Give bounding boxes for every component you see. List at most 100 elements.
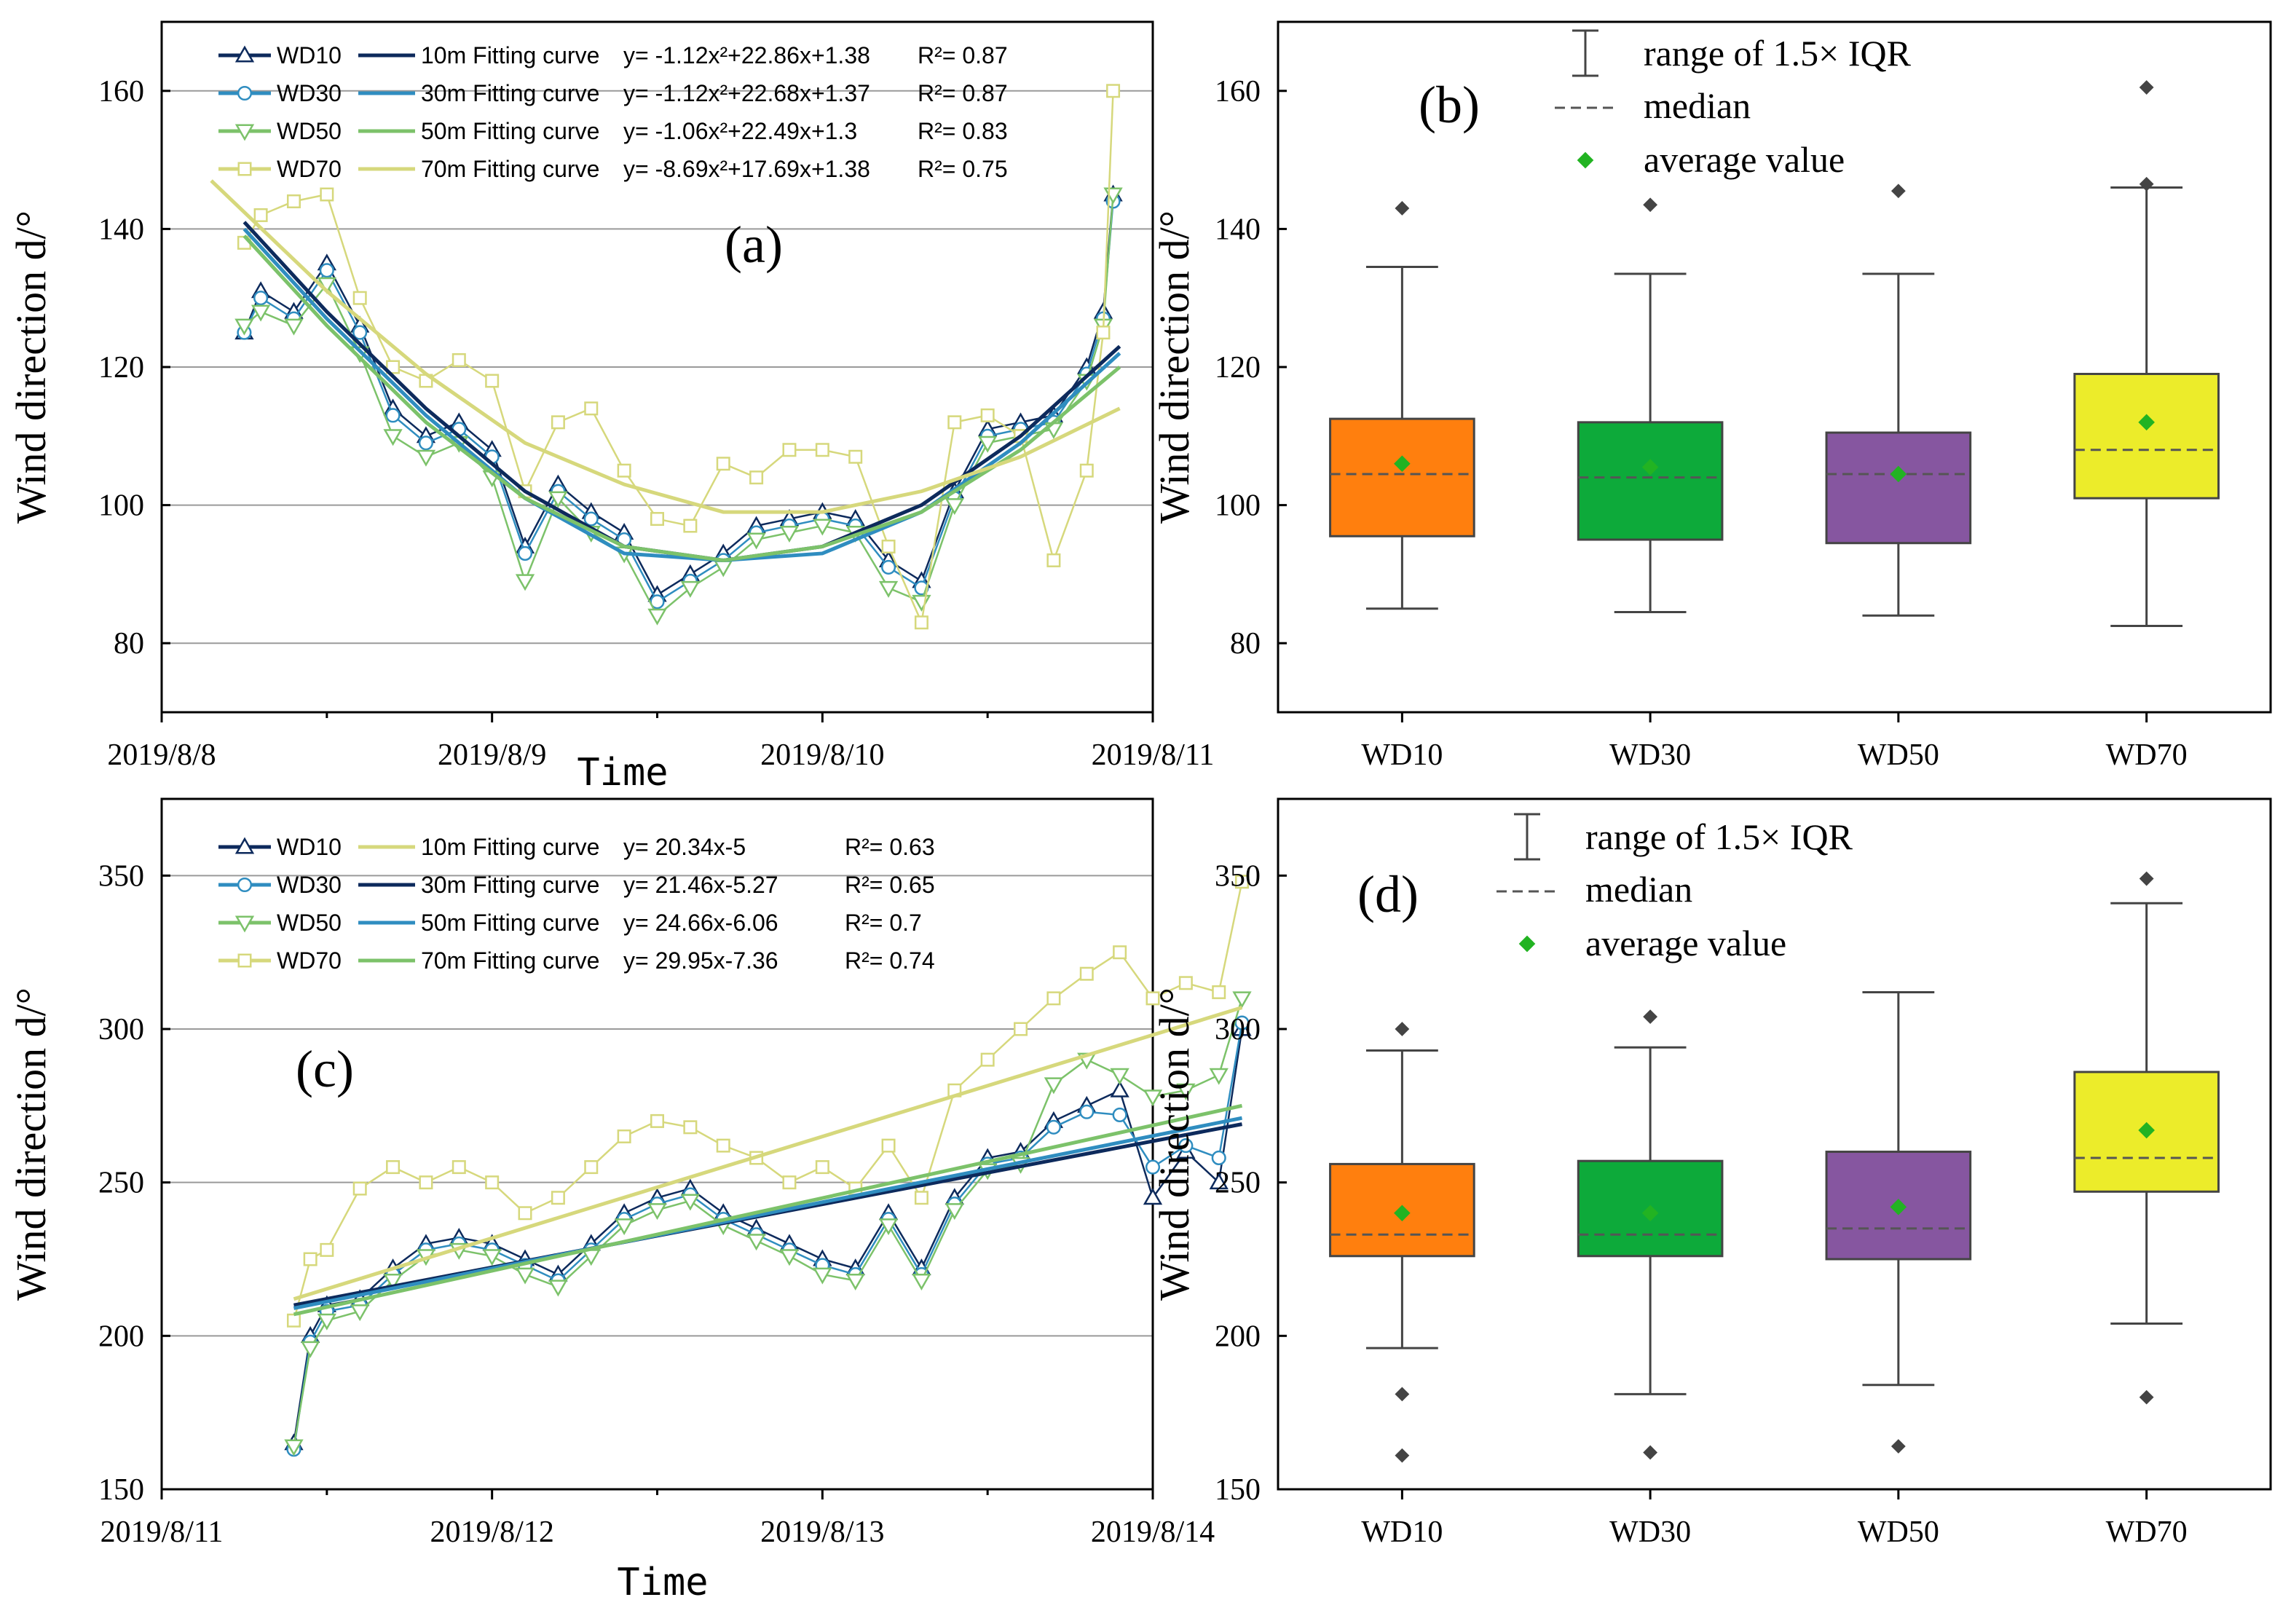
outlier-point-wd50	[1890, 184, 1906, 199]
data-point-wd50	[300, 1341, 320, 1358]
data-point-wd30	[1112, 1107, 1127, 1123]
data-point-wd70	[782, 443, 797, 457]
data-point-wd50	[978, 435, 998, 453]
data-point-wd70	[914, 1191, 928, 1205]
y-tick-label: 250	[1215, 1167, 1261, 1200]
data-point-wd50	[482, 1249, 502, 1266]
data-point-wd70	[914, 615, 928, 630]
x-axis-label: Time	[617, 1561, 708, 1604]
legend-marker-icon	[234, 837, 255, 854]
data-point-wd70	[815, 1160, 829, 1175]
data-point-wd70	[617, 1129, 631, 1143]
plot-frame	[1277, 797, 2272, 1491]
data-point-wd70	[1014, 1022, 1028, 1036]
y-tick-label: 350	[1215, 859, 1261, 893]
outlier-point-wd70	[2139, 176, 2154, 192]
legend-fit-name: 70m Fitting curve	[421, 156, 599, 182]
plot-frame	[1277, 20, 2272, 714]
x-tick-label: 2019/8/8	[107, 738, 216, 772]
legend-mean-label: average value	[1585, 923, 1786, 963]
panel-a-line-chart: 80 100 120 140 160 2019/8/8 2019/8/9 2019/8/10 2…	[7, 20, 1215, 795]
x-tick-label: 2019/8/11	[100, 1515, 224, 1549]
y-tick-label: 350	[98, 859, 144, 893]
legend-series-name: WD70	[277, 156, 342, 182]
legend-series-name: WD30	[277, 80, 342, 106]
y-tick-label: 300	[1215, 1013, 1261, 1046]
outlier-point-wd30	[1643, 197, 1658, 213]
data-point-wd30	[1145, 1159, 1161, 1175]
data-point-wd30	[1234, 1015, 1250, 1030]
data-point-wd70	[518, 1206, 532, 1221]
legend-fit-equation: y= -1.12x²+22.86x+1.38	[623, 42, 870, 68]
data-point-wd50	[1176, 1083, 1196, 1100]
data-point-wd70	[1046, 553, 1061, 567]
data-point-wd70	[320, 187, 334, 202]
x-tick-label: WD50	[1858, 738, 1939, 772]
data-point-wd70	[1146, 991, 1160, 1006]
fit-curve-2	[293, 1116, 1242, 1310]
data-point-wd70	[452, 353, 466, 368]
data-point-wd70	[683, 1120, 698, 1135]
data-point-wd70	[253, 208, 268, 222]
legend-fit-name: 70m Fitting curve	[421, 947, 599, 974]
data-point-wd50	[680, 580, 701, 598]
legend-fit-equation: y= -1.12x²+22.68x+1.37	[623, 80, 870, 106]
data-point-wd70	[1234, 875, 1249, 889]
mean-point-wd50	[1890, 1199, 1907, 1215]
box-wd10	[1329, 417, 1475, 537]
data-point-wd10	[1209, 1172, 1229, 1190]
y-tick-label: 200	[98, 1320, 144, 1353]
data-point-wd50	[515, 1267, 535, 1285]
data-point-wd30	[253, 291, 269, 306]
legend-fit-equation: y= 29.95x-7.36	[623, 947, 778, 974]
legend-fit-name: 50m Fitting curve	[421, 118, 599, 144]
data-point-wd70	[749, 470, 764, 485]
data-point-wd70	[485, 374, 500, 388]
y-tick-label: 300	[98, 1013, 144, 1046]
legend-whisker-label: range of 1.5× IQR	[1644, 33, 1912, 74]
x-tick-label: WD10	[1361, 738, 1443, 772]
data-point-wd50	[813, 519, 832, 536]
y-tick-label: 150	[1215, 1473, 1261, 1507]
legend-series-name: WD70	[277, 947, 342, 974]
data-point-wd50	[1232, 991, 1252, 1009]
legend-series-name: WD10	[277, 42, 342, 68]
data-point-wd50	[317, 1313, 336, 1331]
data-point-wd30	[418, 435, 433, 451]
panel-label: (c)	[296, 1040, 354, 1098]
data-point-wd70	[1113, 945, 1127, 960]
legend-fit-equation: y= 21.46x-5.27	[623, 872, 778, 898]
data-point-wd50	[878, 580, 899, 598]
data-point-wd50	[548, 1280, 568, 1297]
data-point-wd70	[320, 1242, 334, 1257]
data-point-wd50	[746, 1234, 766, 1251]
data-point-wd70	[650, 1113, 664, 1128]
legend-fit-equation: y= 24.66x-6.06	[623, 910, 778, 936]
legend-mean-icon	[1518, 935, 1536, 953]
y-tick-label: 140	[98, 213, 144, 246]
data-point-wd70	[303, 1252, 318, 1266]
y-tick-label: 100	[98, 489, 144, 523]
data-point-wd70	[716, 457, 730, 471]
y-tick-label: 200	[1215, 1320, 1261, 1353]
legend-fit-equation: y= 20.34x-5	[623, 834, 746, 860]
legend-median-label: median	[1644, 85, 1751, 126]
plot-frame	[160, 797, 1154, 1491]
y-tick-label: 160	[1215, 75, 1261, 109]
x-tick-label: 2019/8/11	[1092, 738, 1215, 772]
x-tick-label: WD50	[1858, 1515, 1939, 1549]
data-point-wd30	[881, 559, 896, 575]
x-tick-label: WD70	[2106, 1515, 2188, 1549]
legend-marker-icon	[234, 124, 255, 141]
outlier-point-wd10	[1395, 201, 1410, 216]
legend-median-label: median	[1585, 869, 1692, 910]
y-axis-label: Wind direction d/°	[1151, 210, 1198, 524]
legend-series-name: WD10	[277, 834, 342, 860]
data-point-wd70	[386, 1160, 401, 1175]
data-point-wd30	[517, 545, 533, 561]
data-point-wd70	[1096, 326, 1111, 340]
y-tick-label: 80	[1230, 627, 1261, 661]
data-point-wd50	[647, 608, 667, 626]
x-tick-label: 2019/8/9	[438, 738, 546, 772]
data-point-wd30	[1211, 1150, 1226, 1166]
